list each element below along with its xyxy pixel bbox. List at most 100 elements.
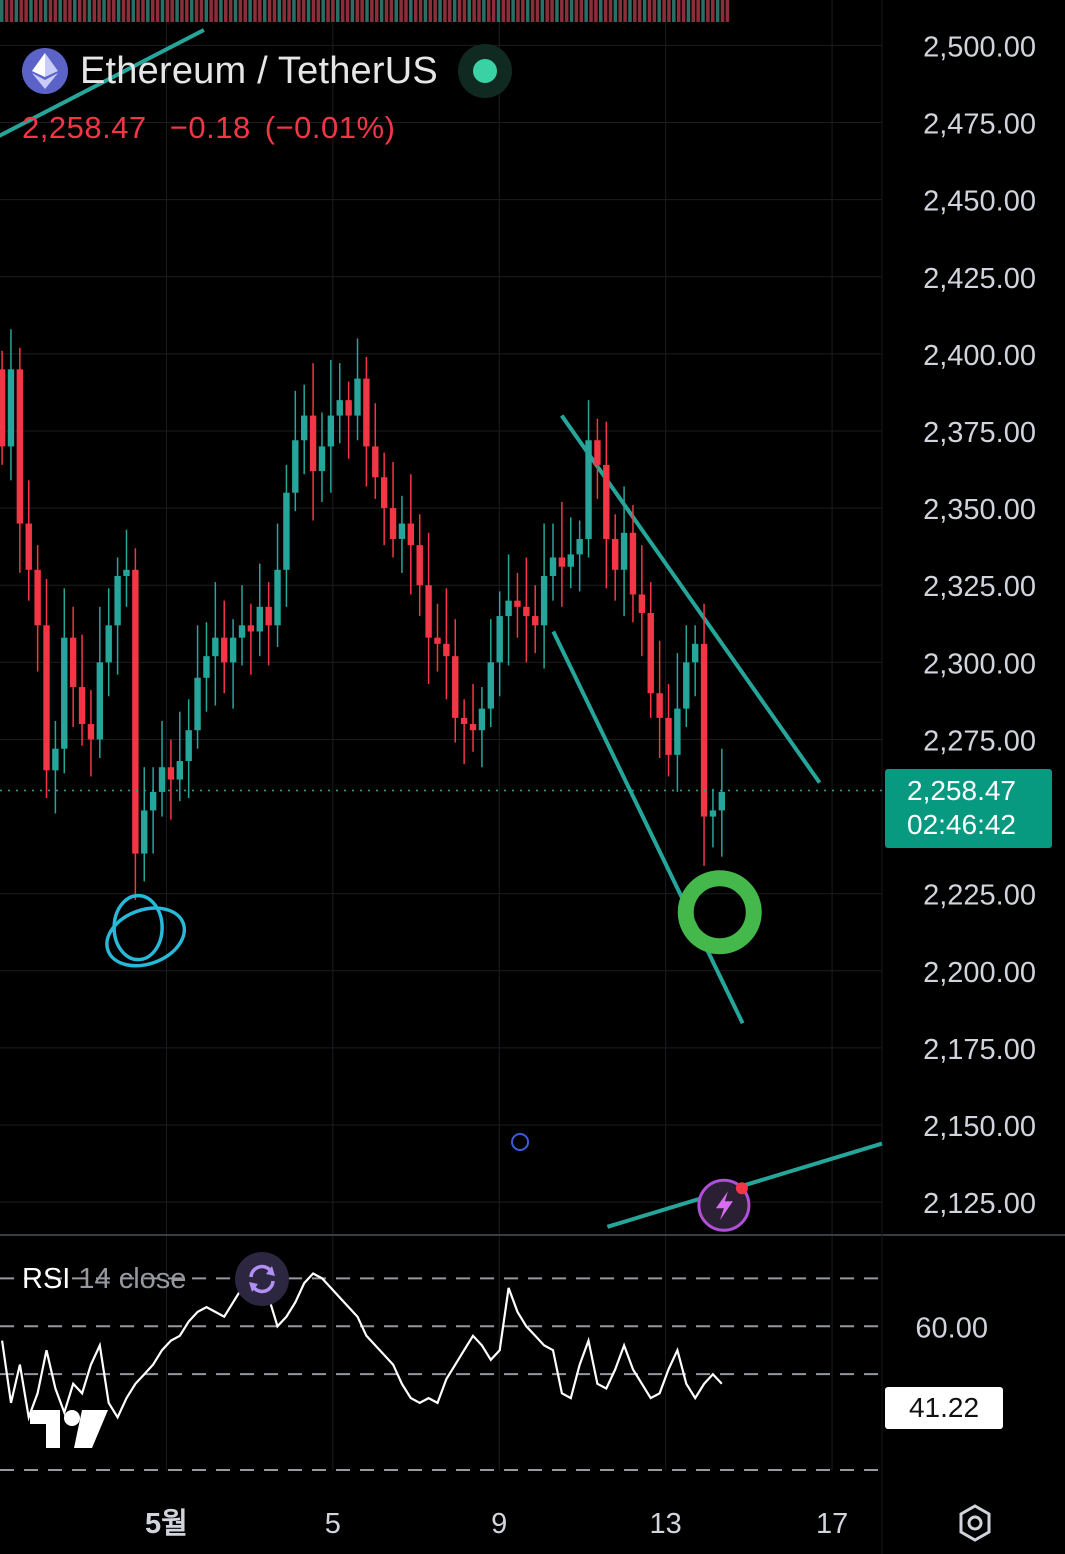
candle-down[interactable]	[452, 656, 459, 718]
candle-down[interactable]	[25, 523, 32, 570]
price-axis[interactable]: 2,500.00 2,475.00 2,450.00 2,425.00 2,400.00…	[923, 31, 1036, 1220]
candle-up[interactable]	[283, 492, 290, 570]
candle-up[interactable]	[718, 791, 726, 811]
candle-down[interactable]	[16, 369, 24, 524]
candle-up[interactable]	[7, 369, 15, 447]
candle-up[interactable]	[194, 677, 201, 731]
candle-down[interactable]	[532, 616, 539, 626]
candle-down[interactable]	[434, 637, 441, 644]
symbol-title[interactable]: Ethereum / TetherUS	[80, 49, 438, 92]
candle-down[interactable]	[425, 585, 432, 638]
candle-up[interactable]	[185, 730, 192, 762]
rsi-indicator-label[interactable]: RSI 14 close	[22, 1263, 186, 1296]
candle-up[interactable]	[274, 569, 281, 626]
candle-down[interactable]	[43, 625, 50, 771]
candle-up[interactable]	[540, 575, 548, 626]
candle-up[interactable]	[585, 440, 592, 539]
candle-up[interactable]	[238, 625, 246, 638]
trendline[interactable]	[551, 630, 745, 1025]
candle-up[interactable]	[487, 662, 494, 709]
candle-down[interactable]	[78, 687, 86, 725]
candle-up[interactable]	[327, 415, 335, 447]
candle-up[interactable]	[212, 637, 219, 657]
candle-up[interactable]	[318, 446, 326, 472]
rsi-pane[interactable]: 60.00	[0, 1266, 988, 1471]
candle-down[interactable]	[416, 545, 423, 586]
candle-up[interactable]	[61, 637, 68, 749]
candle-up[interactable]	[478, 708, 486, 731]
candle-down[interactable]	[345, 400, 352, 416]
candle-down[interactable]	[665, 717, 672, 755]
candle-up[interactable]	[505, 600, 512, 617]
candle-down[interactable]	[407, 523, 415, 546]
candles[interactable]	[0, 329, 882, 900]
candle-down[interactable]	[638, 594, 646, 613]
candle-up[interactable]	[52, 748, 59, 771]
candle-down[interactable]	[363, 378, 370, 447]
candle-up[interactable]	[300, 415, 308, 441]
candle-up[interactable]	[683, 662, 690, 709]
candle-up[interactable]	[141, 810, 148, 854]
candle-down[interactable]	[629, 532, 637, 595]
candle-down[interactable]	[389, 508, 397, 539]
candle-down[interactable]	[603, 464, 610, 539]
candle-up[interactable]	[203, 656, 210, 678]
volume-bar	[350, 0, 355, 22]
lightning-event-icon[interactable]	[697, 1178, 751, 1232]
candle-up[interactable]	[229, 637, 237, 663]
volume-bar	[555, 0, 559, 22]
market-status-icon[interactable]	[457, 44, 512, 98]
candle-down[interactable]	[309, 415, 317, 472]
candle-down[interactable]	[460, 717, 468, 725]
candle-down[interactable]	[372, 446, 379, 478]
candle-down[interactable]	[700, 643, 708, 817]
candle-down[interactable]	[594, 440, 601, 465]
candle-up[interactable]	[576, 538, 583, 555]
trendline[interactable]	[0, 28, 205, 144]
candle-down[interactable]	[265, 606, 272, 626]
candle-up[interactable]	[709, 810, 717, 817]
candle-up[interactable]	[292, 440, 299, 493]
candle-down[interactable]	[69, 637, 77, 688]
candle-down[interactable]	[0, 369, 6, 447]
candle-up[interactable]	[674, 708, 681, 755]
candle-down[interactable]	[132, 569, 139, 854]
candle-up[interactable]	[567, 554, 574, 567]
candle-down[interactable]	[247, 625, 255, 632]
candle-up[interactable]	[336, 400, 343, 416]
candle-down[interactable]	[469, 724, 477, 731]
candle-up[interactable]	[549, 557, 557, 576]
rsi-line[interactable]	[1, 1266, 723, 1422]
candle-down[interactable]	[221, 637, 228, 663]
candle-up[interactable]	[114, 575, 121, 626]
candle-up[interactable]	[158, 767, 166, 792]
candle-down[interactable]	[647, 612, 654, 694]
candle-down[interactable]	[523, 606, 530, 617]
candle-up[interactable]	[96, 662, 104, 740]
candle-up[interactable]	[176, 761, 183, 780]
candle-down[interactable]	[87, 724, 95, 740]
candle-down[interactable]	[514, 600, 521, 607]
settings-icon[interactable]	[955, 1503, 995, 1548]
candle-down[interactable]	[34, 569, 41, 626]
time-axis[interactable]: 5월 5 9 13 17	[145, 1507, 848, 1540]
candle-up[interactable]	[496, 616, 503, 663]
candle-down[interactable]	[656, 693, 663, 718]
candle-down[interactable]	[611, 538, 619, 570]
candle-up[interactable]	[105, 625, 112, 663]
candle-up[interactable]	[123, 569, 130, 576]
candle-down[interactable]	[443, 643, 450, 657]
tradingview-logo-icon[interactable]	[30, 1410, 108, 1459]
candle-up[interactable]	[691, 643, 699, 663]
candle-up[interactable]	[354, 378, 361, 416]
candle-down[interactable]	[558, 557, 566, 567]
refresh-icon[interactable]	[235, 1252, 289, 1306]
candle-up[interactable]	[620, 532, 628, 570]
candle-down[interactable]	[167, 767, 175, 780]
candle-up[interactable]	[398, 523, 406, 539]
symbol-header[interactable]: Ethereum / TetherUS	[22, 44, 512, 98]
candle-up[interactable]	[149, 791, 157, 811]
candle-up[interactable]	[256, 606, 263, 632]
candle-down[interactable]	[380, 477, 388, 509]
